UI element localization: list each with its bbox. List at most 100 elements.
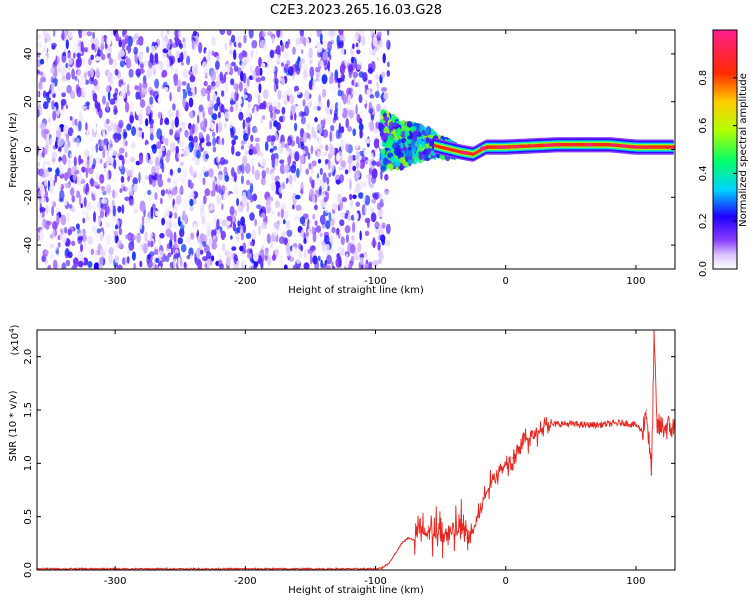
- spectrogram-noise-cell: [229, 44, 233, 52]
- spectrogram-noise-cell: [255, 142, 260, 152]
- figure-title: C2E3.2023.265.16.03.G28: [270, 3, 442, 18]
- spectrogram-noise-cell: [44, 230, 51, 239]
- spectrogram-noise-cell: [276, 122, 281, 131]
- spectrogram-noise-cell: [143, 196, 150, 201]
- spectrogram-noise-cell: [106, 156, 112, 164]
- spectrogram-noise-cell: [241, 249, 247, 254]
- spectrogram-noise-cell: [348, 163, 352, 174]
- spectrogram-noise-cell: [319, 33, 323, 43]
- spectrogram-noise-cell: [261, 169, 266, 179]
- spectrogram-noise-cell: [125, 57, 132, 69]
- spectrogram-noise-cell: [329, 145, 336, 157]
- spectrogram-noise-cell: [139, 200, 146, 212]
- y-tick-label: 40: [23, 48, 34, 61]
- spectrogram-noise-cell: [246, 248, 252, 255]
- spectrogram-noise-cell: [171, 119, 175, 130]
- spectrogram-noise-cell: [82, 57, 86, 66]
- spectrogram-noise-cell: [132, 65, 137, 72]
- spectrogram-noise-cell: [327, 60, 331, 72]
- spectrogram-noise-cell: [381, 71, 386, 79]
- spectrogram-noise-cell: [324, 203, 331, 213]
- spectrogram-noise-cell: [251, 229, 256, 240]
- spectrogram-noise-cell: [75, 223, 80, 230]
- spectrogram-noise-cell: [71, 195, 75, 203]
- spectrogram-noise-cell: [72, 172, 76, 182]
- spectrogram-noise-cell: [262, 89, 269, 99]
- spectrogram-noise-cell: [192, 30, 197, 37]
- spectrogram-noise-cell: [78, 33, 82, 39]
- spectrogram-noise-cell: [320, 112, 325, 121]
- spectrogram-noise-cell: [118, 39, 122, 48]
- spectrogram-noise-cell: [347, 65, 354, 75]
- snr-data-point: [537, 430, 539, 432]
- spectrogram-noise-cell: [355, 42, 359, 48]
- spectrogram-noise-cell: [262, 115, 266, 120]
- spectrogram-noise-cell: [128, 185, 134, 196]
- spectrogram-noise-cell: [382, 196, 388, 205]
- spectrogram-noise-cell: [41, 197, 45, 203]
- spectrogram-noise-cell: [125, 140, 128, 147]
- spectrogram-noise-cell: [149, 127, 155, 134]
- snr-data-point: [414, 539, 416, 541]
- spectrogram-noise-cell: [245, 121, 251, 128]
- spectrogram-noise-cell: [165, 255, 170, 263]
- spectrogram-noise-cell: [127, 249, 130, 255]
- spectrogram-noise-cell: [233, 135, 239, 141]
- spectrogram-noise-cell: [357, 40, 360, 51]
- spectrogram-noise-cell: [345, 76, 351, 84]
- spectrogram-noise-cell: [250, 64, 253, 73]
- spectrogram-noise-cell: [358, 192, 364, 199]
- spectrogram-noise-cell: [322, 51, 329, 61]
- spectrogram-noise-cell: [91, 186, 96, 194]
- spectrogram-noise-cell: [219, 263, 224, 269]
- spectrogram-noise-cell: [217, 252, 221, 262]
- spectrogram-noise-cell: [332, 91, 339, 100]
- spectrogram-noise-cell: [327, 31, 330, 37]
- spectrogram-noise-cell: [143, 59, 149, 67]
- spectrogram-noise-cell: [39, 71, 43, 76]
- spectrogram-noise-cell: [51, 45, 56, 50]
- spectrogram-noise-cell: [380, 169, 383, 181]
- spectrogram-noise-cell: [125, 234, 132, 240]
- spectrogram-noise-cell: [353, 212, 359, 221]
- spectrogram-noise-cell: [261, 62, 266, 68]
- spectrogram-noise-cell: [282, 115, 286, 122]
- spectrogram-noise-cell: [234, 228, 239, 235]
- spectrogram-noise-cell: [383, 92, 389, 100]
- spectrogram-signal-cell: [410, 126, 417, 132]
- spectrogram-noise-cell: [231, 139, 236, 146]
- spectrogram-noise-cell: [173, 73, 179, 82]
- spectrogram-noise-cell: [267, 135, 273, 142]
- spectrogram-noise-cell: [191, 178, 197, 184]
- spectrogram-noise-cell: [325, 106, 330, 115]
- spectrogram-noise-cell: [71, 132, 75, 142]
- spectrogram-noise-cell: [127, 176, 131, 182]
- spectrogram-noise-cell: [209, 99, 213, 107]
- spectrogram-noise-cell: [50, 76, 54, 84]
- spectrogram-noise-cell: [126, 256, 130, 264]
- spectrogram-noise-cell: [273, 206, 279, 213]
- spectrogram-noise-cell: [270, 238, 273, 249]
- spectrogram-noise-cell: [135, 91, 140, 100]
- spectrogram-noise-cell: [150, 213, 154, 220]
- spectrogram-noise-cell: [265, 167, 270, 174]
- spectrogram-noise-cell: [330, 124, 335, 132]
- spectrogram-noise-cell: [119, 164, 123, 170]
- spectrogram-noise-cell: [226, 256, 231, 267]
- snr-x-label: Height of straight line (km): [288, 585, 424, 596]
- spectrogram-noise-cell: [154, 192, 158, 200]
- spectrogram-noise-cell: [153, 101, 158, 112]
- spectrogram-noise-cell: [341, 247, 345, 257]
- spectrogram-noise-cell: [331, 226, 336, 234]
- y-tick-label: 0.0: [23, 562, 34, 578]
- spectrogram-noise-cell: [105, 222, 111, 228]
- snr-data-point: [583, 424, 585, 426]
- spectrogram-noise-cell: [199, 34, 203, 44]
- spectrogram-noise-cell: [311, 168, 314, 175]
- spectrogram-noise-cell: [267, 255, 272, 266]
- spectrogram-noise-cell: [156, 63, 161, 72]
- spectrogram-noise-cell: [309, 176, 312, 184]
- spectrogram-noise-cell: [229, 100, 236, 105]
- spectrogram-noise-cell: [238, 111, 244, 121]
